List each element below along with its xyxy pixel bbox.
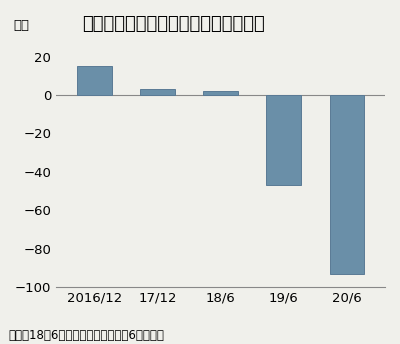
Bar [140,89,175,95]
Text: 新型コロナが響き、大幅な最終赤字に: 新型コロナが響き、大幅な最終赤字に [82,15,265,33]
Bar [203,91,238,95]
Text: （注）18年6月期は決算期の変更で6カ月決算: （注）18年6月期は決算期の変更で6カ月決算 [8,329,164,342]
Text: 億円: 億円 [14,19,30,32]
Bar [77,66,112,95]
Bar [266,95,301,185]
Bar [330,95,364,273]
